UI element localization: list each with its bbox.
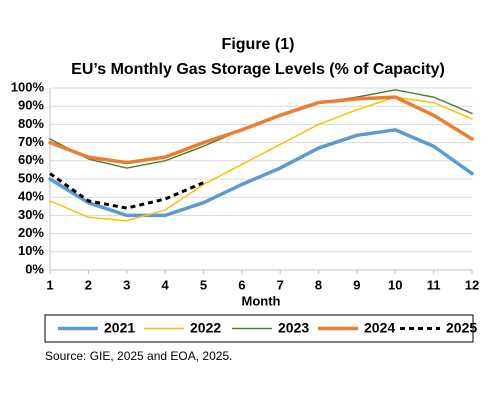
legend-label: 2024 <box>364 320 395 336</box>
x-axis-label: Month <box>242 293 281 308</box>
chart-subtitle: EU’s Monthly Gas Storage Levels (% of Ca… <box>71 61 445 78</box>
x-tick-label: 5 <box>200 277 207 292</box>
y-tick-label: 70% <box>18 134 44 149</box>
chart-title: Figure (1) <box>222 36 295 53</box>
y-tick-label: 80% <box>18 116 44 131</box>
y-tick-label: 0% <box>25 261 44 276</box>
y-tick-label: 40% <box>18 189 44 204</box>
x-tick-label: 7 <box>277 277 284 292</box>
x-tick-label: 11 <box>427 277 441 292</box>
x-tick-label: 6 <box>238 277 245 292</box>
legend-label: 2022 <box>190 320 221 336</box>
y-tick-label: 30% <box>18 207 44 222</box>
legend-box <box>44 314 474 343</box>
x-tick-label: 1 <box>46 277 53 292</box>
x-tick-label: 8 <box>315 277 322 292</box>
legend-label: 2021 <box>104 320 135 336</box>
x-tick-label: 2 <box>85 277 92 292</box>
series-line <box>48 95 474 165</box>
y-tick-label: 100% <box>11 79 45 94</box>
x-tick-label: 9 <box>353 277 360 292</box>
y-tick-label: 50% <box>18 170 44 185</box>
y-tick-label: 90% <box>18 98 44 113</box>
x-tick-label: 3 <box>123 277 130 292</box>
y-tick-label: 10% <box>18 243 44 258</box>
series-line <box>49 172 205 210</box>
source: Source: GIE, 2025 and EOA, 2025. <box>45 349 232 363</box>
y-tick-label: 60% <box>18 152 44 167</box>
legend-label: 2025 <box>446 320 477 336</box>
series-line <box>48 128 474 218</box>
legend-label: 2023 <box>278 320 309 336</box>
y-tick-label: 20% <box>18 225 44 240</box>
series-line <box>49 96 473 222</box>
x-tick-label: 10 <box>388 277 402 292</box>
x-tick-label: 12 <box>465 277 479 292</box>
x-tick-label: 4 <box>161 277 169 292</box>
